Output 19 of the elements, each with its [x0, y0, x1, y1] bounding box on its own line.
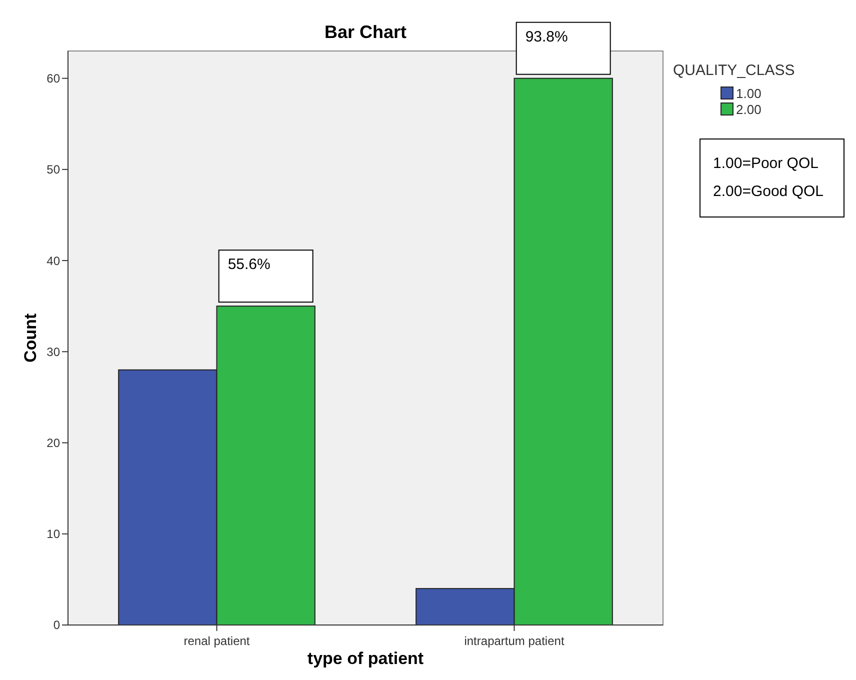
text: 93.8%	[525, 28, 568, 46]
y-axis-title: Count	[21, 313, 40, 363]
x-axis-title: type of patient	[307, 649, 424, 668]
y-tick-label: 60	[46, 72, 60, 86]
legend-label: 2.00	[736, 102, 762, 117]
y-tick-label: 0	[53, 618, 60, 632]
y-tick-label: 10	[46, 527, 60, 542]
y-tick-label: 50	[46, 162, 60, 177]
annotation: 55.6%	[228, 256, 270, 274]
text: 1.00=Poor QOL	[713, 155, 818, 172]
chart-title: Bar Chart	[324, 22, 407, 42]
y-tick-label: 30	[46, 344, 60, 359]
y-tick-label: 40	[46, 254, 60, 268]
x-tick-label: renal patient	[184, 634, 250, 648]
y-tick-label: 20	[46, 436, 60, 450]
legend-title: QUALITY_CLASS	[673, 62, 795, 79]
legend-label: 1.00	[736, 86, 762, 101]
x-tick-label: intrapartum patient	[464, 634, 565, 648]
text: 2.00=Good QOL	[713, 183, 824, 200]
